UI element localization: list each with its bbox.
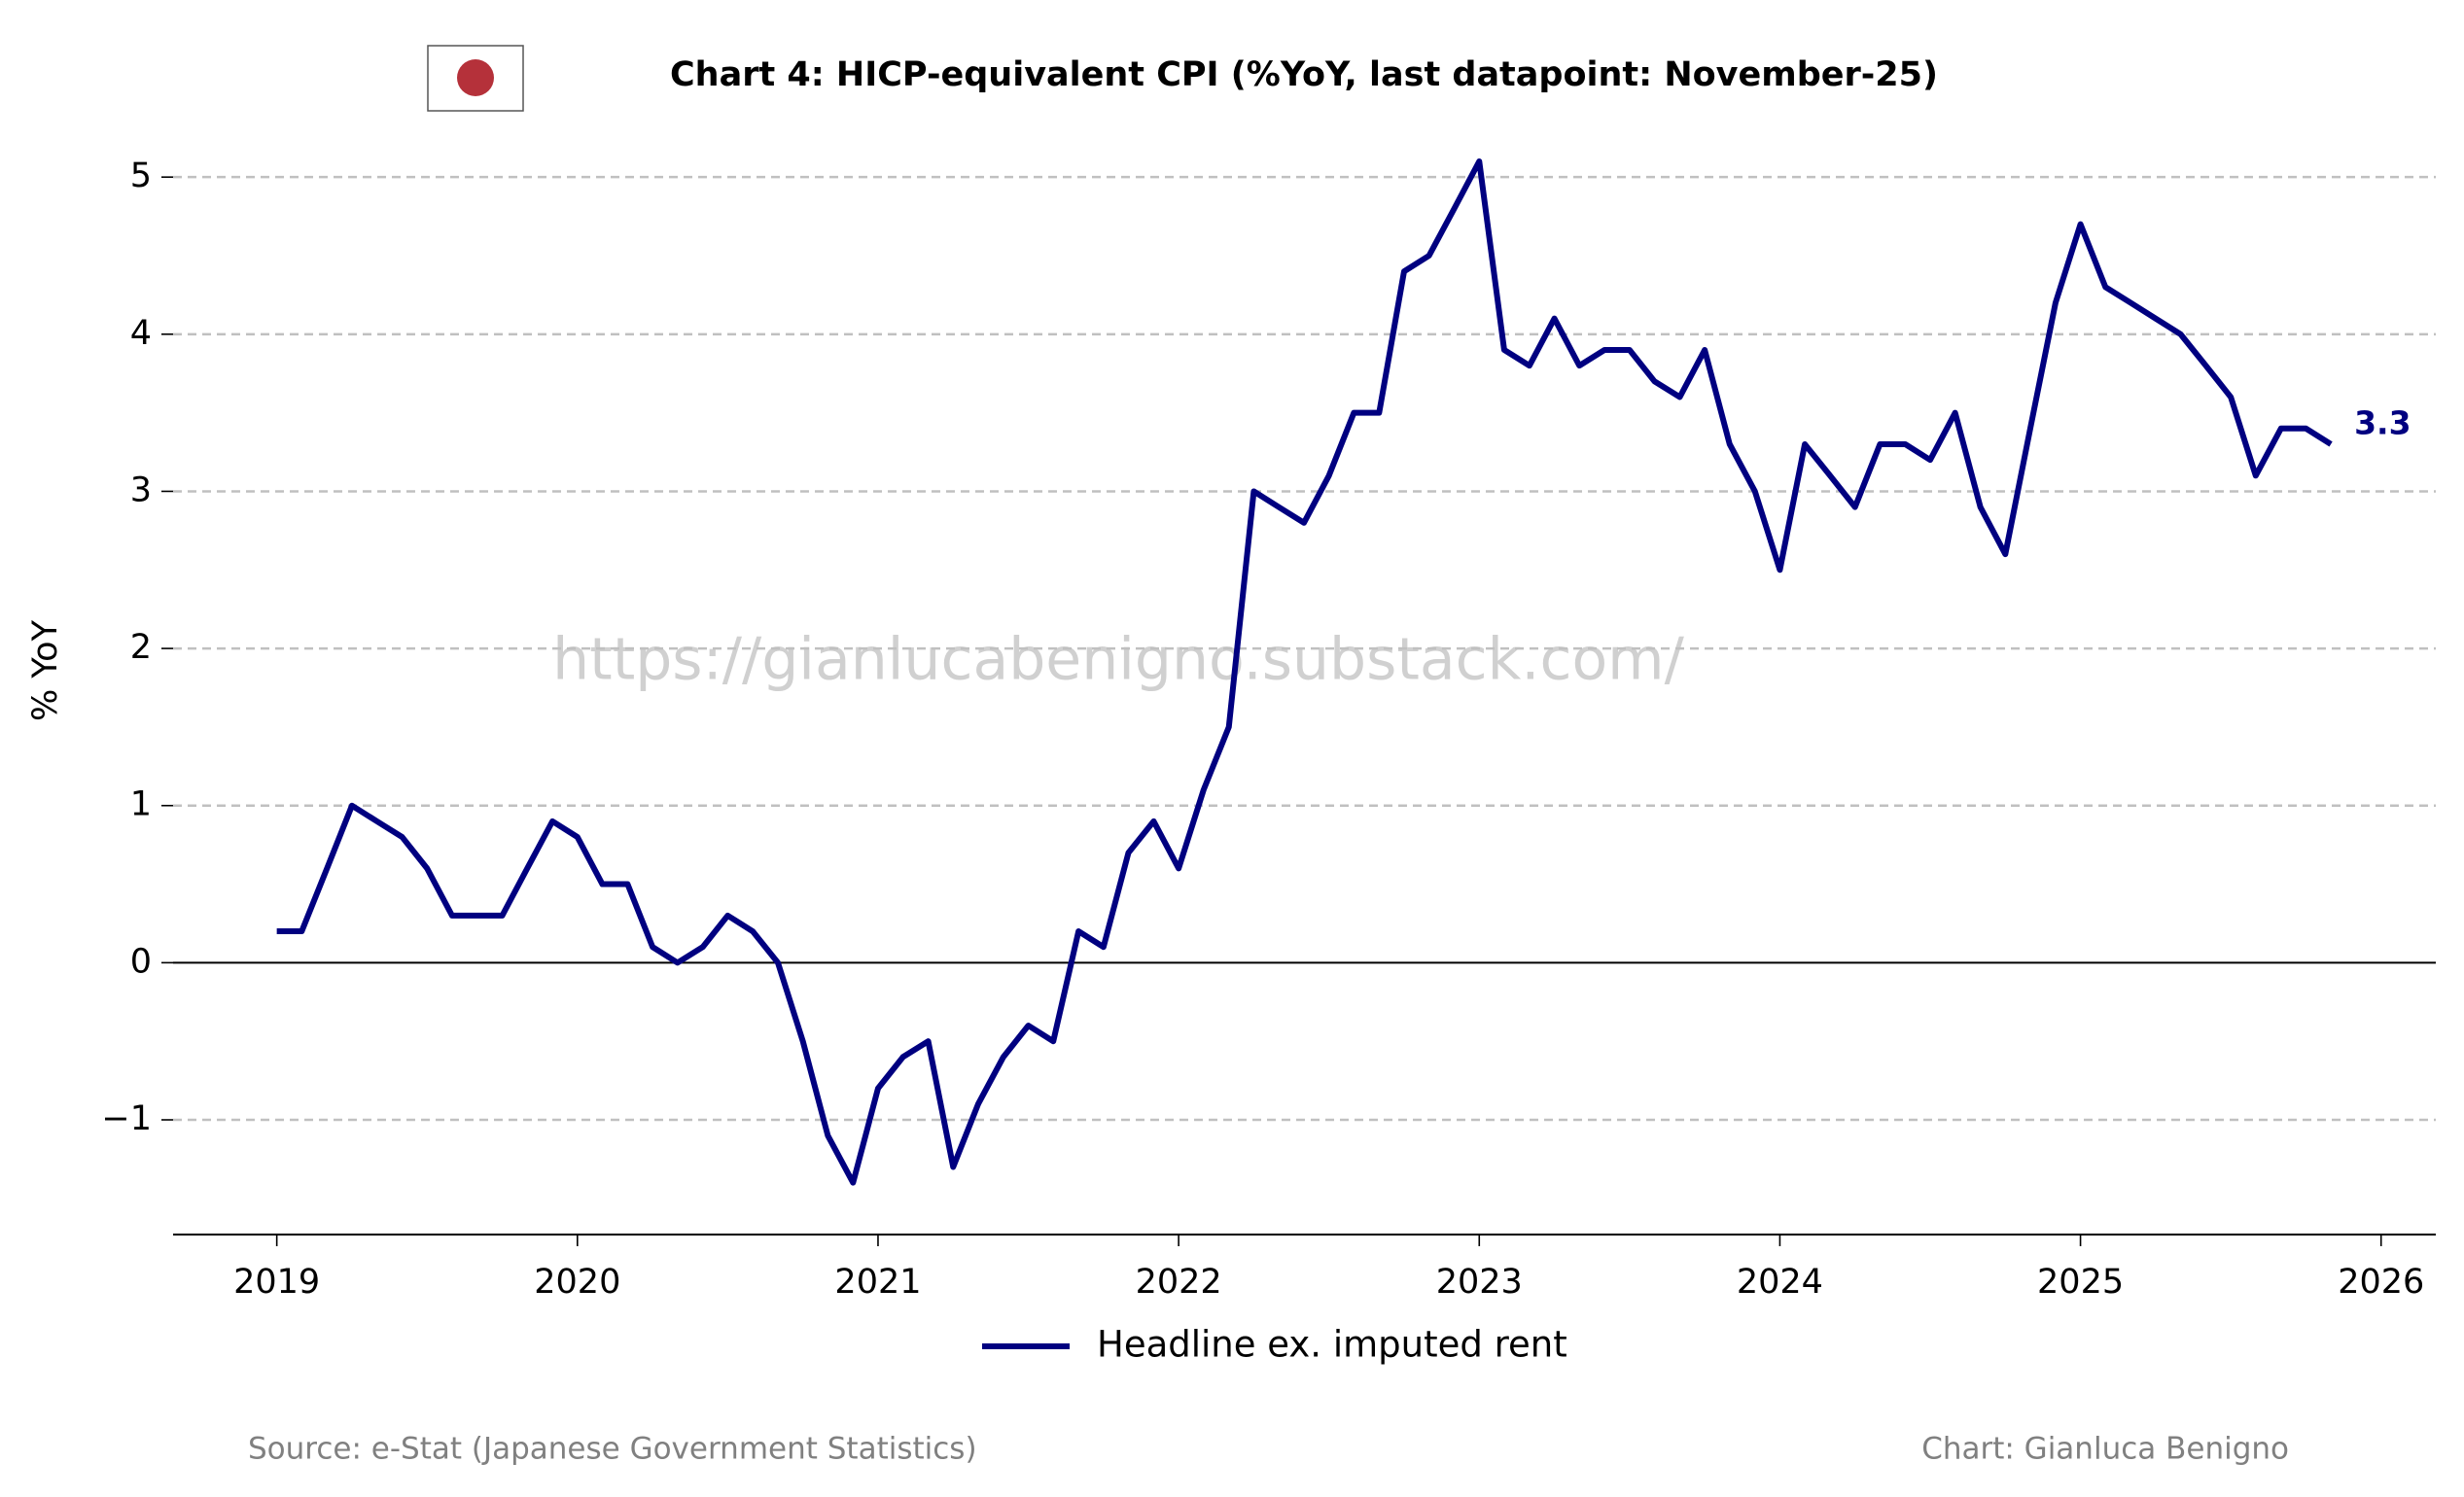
chart-title: Chart 4: HICP-equivalent CPI (%YoY, last…	[670, 55, 1938, 94]
source: Source: e-Stat (Japanese Government Stat…	[248, 1432, 977, 1467]
y-axis-label: % YoY	[26, 619, 65, 721]
y-tick-label: 1	[130, 785, 152, 824]
x-tick-label: 2022	[1136, 1263, 1222, 1302]
y-tick-label: 2	[130, 628, 152, 667]
credit: Chart: Gianluca Benigno	[1921, 1432, 2289, 1467]
y-tick-label: 5	[130, 157, 152, 195]
last-value-label: 3.3	[2354, 403, 2411, 441]
line	[276, 158, 2333, 1186]
x-tick-label: 2019	[233, 1263, 320, 1302]
x-tick-label: 2026	[2338, 1263, 2424, 1302]
y-tick-label: −1	[101, 1099, 152, 1138]
y-tick-label: 4	[130, 314, 152, 353]
x-tick-label: 2024	[1737, 1263, 1823, 1302]
watermark: https://gianlucabenigno.substack.com/	[552, 626, 1684, 694]
flag-disc	[457, 59, 494, 96]
legend-label: Headline ex. imputed rent	[1097, 1324, 1567, 1366]
x-tick-label: 2021	[834, 1263, 921, 1302]
x-tick-label: 2025	[2037, 1263, 2124, 1302]
y-tick-label: 0	[130, 942, 152, 981]
y-tick-label: 3	[130, 470, 152, 509]
x-tick-label: 2020	[534, 1263, 620, 1302]
x-tick-label: 2023	[1436, 1263, 1523, 1302]
